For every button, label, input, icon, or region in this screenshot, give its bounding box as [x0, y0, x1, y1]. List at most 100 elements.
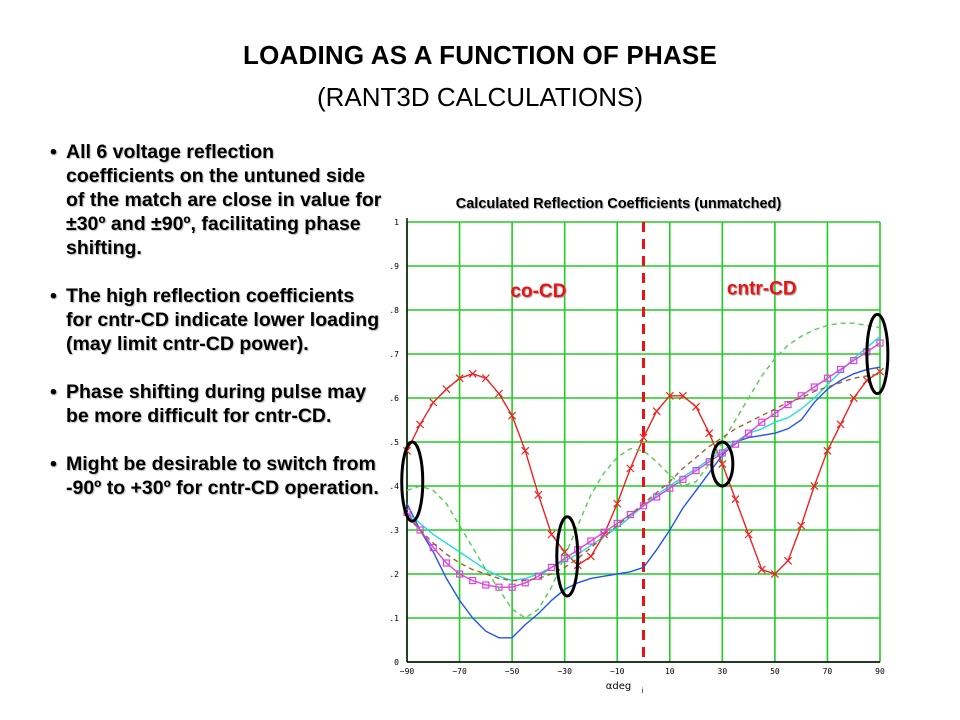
series-2: [406, 366, 881, 639]
bullet-item: • The high reflection coefficients for cn…: [48, 284, 384, 356]
y-tick-label: 1: [394, 218, 399, 227]
series-point-marker: [468, 369, 477, 378]
series-point-marker: [665, 391, 674, 400]
x-tick-label: −10: [610, 667, 625, 676]
slide-title: LOADING AS A FUNCTION OF PHASE: [243, 40, 717, 70]
series-point-marker: [547, 530, 556, 539]
series-point-marker: [692, 467, 700, 475]
series-line: [406, 342, 881, 588]
x-tick-label: 10: [665, 667, 675, 676]
slide-subtitle: (RANT3D CALCULATIONS): [316, 82, 643, 112]
bullet-text: Might be desirable to switch from -90º t…: [66, 453, 379, 499]
series-point-marker: [679, 475, 687, 483]
series-point-marker: [836, 365, 845, 373]
series-point-marker: [692, 402, 701, 411]
series-point-marker: [758, 418, 766, 426]
series-point-marker: [666, 484, 674, 492]
series-point-marker: [810, 383, 818, 391]
series-point-marker: [455, 374, 464, 383]
series-point-marker: [508, 411, 517, 420]
y-tick-label: .1: [389, 614, 399, 623]
series-point-marker: [442, 385, 451, 394]
series-point-marker: [600, 528, 608, 536]
bullet-text: All 6 voltage reflection coefficients on…: [66, 141, 382, 259]
bullet-dot: •: [50, 141, 57, 163]
bullet-dot: •: [50, 453, 57, 475]
region-label: co-CD: [510, 281, 566, 302]
x-axis-label: αdeg: [606, 681, 631, 692]
series-point-marker: [482, 581, 490, 589]
bullet-dot: •: [50, 381, 57, 403]
series-line: [406, 366, 881, 639]
reflection-chart: Calculated Reflection Coefficients (unma…: [389, 196, 890, 695]
series-point-marker: [442, 559, 451, 567]
series-point-marker: [784, 401, 792, 409]
series-point-marker: [586, 552, 595, 561]
x-tick-label: −90: [400, 667, 415, 676]
series-3: [406, 335, 881, 582]
bullet-text: The high reflection coefficients for cnt…: [66, 285, 380, 355]
series-point-marker: [653, 493, 661, 501]
highlight-ellipse: [710, 440, 735, 488]
series-5: [406, 322, 881, 619]
chart-title: Calculated Reflection Coefficients (unma…: [456, 196, 782, 212]
y-tick-label: .3: [389, 526, 399, 535]
x-tick-label: 50: [770, 667, 780, 676]
series-6: [406, 373, 881, 582]
series-point-marker: [823, 446, 832, 455]
series-point-marker: [850, 357, 858, 365]
region-label: cntr-CD: [727, 279, 797, 300]
series-point-marker: [534, 572, 542, 580]
series-line: [406, 373, 881, 582]
series-point-marker: [823, 374, 832, 382]
y-tick-label: .9: [389, 262, 399, 271]
series-point-marker: [429, 544, 437, 552]
series-point-marker: [639, 433, 648, 442]
series-point-marker: [416, 420, 425, 429]
series-point-marker: [626, 464, 635, 473]
series-point-marker: [560, 547, 569, 557]
y-tick-label: .8: [389, 306, 399, 315]
highlight-ellipse: [555, 515, 580, 598]
y-tick-label: 0: [394, 658, 399, 667]
series-point-marker: [429, 398, 438, 407]
series-point-marker: [810, 481, 819, 491]
series-point-marker: [547, 563, 556, 571]
series-point-marker: [626, 511, 634, 519]
highlight-ellipse: [865, 312, 890, 396]
series-point-marker: [587, 537, 595, 545]
series-point-marker: [521, 579, 529, 587]
series-point-marker: [718, 449, 726, 457]
bullet-list: • All 6 voltage reflection coefficients o…: [48, 140, 384, 524]
series-line: [406, 322, 881, 619]
series-point-marker: [469, 577, 477, 585]
series-point-marker: [797, 521, 806, 530]
series-point-marker: [521, 446, 530, 455]
x-tick-label: −30: [557, 667, 572, 676]
series-point-marker: [455, 570, 464, 578]
series-point-marker: [784, 556, 793, 565]
bullet-item: • Phase shifting during pulse may be more…: [48, 380, 384, 428]
x-tick-label: −70: [452, 667, 467, 676]
y-tick-label: .5: [389, 438, 399, 447]
x-axis-label-subscript: i: [642, 687, 644, 695]
series-point-marker: [508, 583, 516, 591]
series-point-marker: [613, 499, 622, 508]
bullet-text: Phase shifting during pulse may be more …: [66, 381, 367, 427]
y-tick-label: .2: [389, 570, 399, 579]
series-point-marker: [876, 339, 884, 347]
series-point-marker: [744, 530, 753, 539]
x-tick-label: 30: [718, 667, 728, 676]
series-line: [406, 335, 881, 582]
series-point-marker: [731, 440, 740, 448]
bullet-item: • Might be desirable to switch from -90º …: [48, 452, 384, 500]
series-point-marker: [705, 429, 714, 438]
y-tick-label: .4: [389, 482, 399, 491]
series-point-marker: [678, 391, 687, 400]
series-point-marker: [771, 409, 779, 417]
series-point-marker: [481, 374, 490, 383]
series-point-marker: [757, 565, 766, 574]
series-point-marker: [416, 526, 424, 534]
series-1: [402, 367, 885, 579]
series-point-marker: [718, 459, 727, 469]
